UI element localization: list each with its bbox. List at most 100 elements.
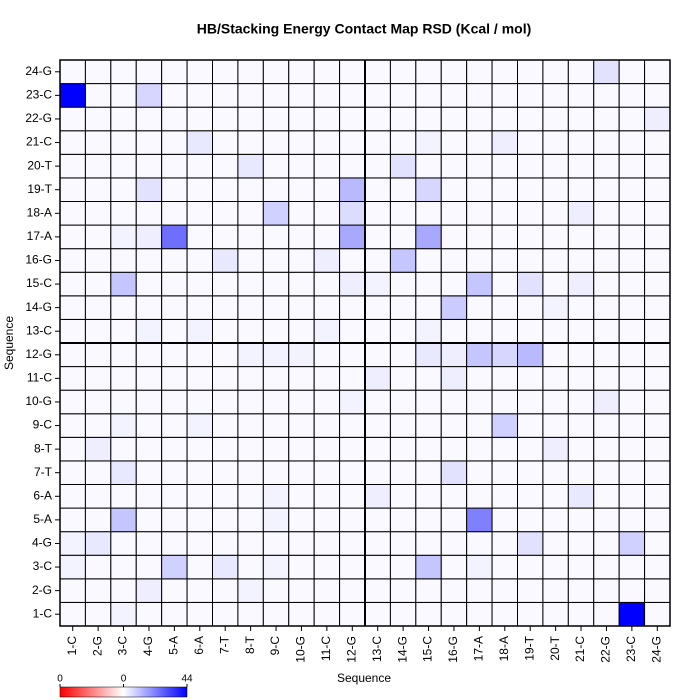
heatmap-cell [593, 389, 620, 415]
heatmap-cell [618, 507, 646, 533]
heatmap-cell [212, 460, 239, 485]
heatmap-cell [542, 554, 569, 580]
heatmap-cell [161, 366, 188, 391]
heatmap-cell [618, 83, 646, 108]
heatmap-cell [517, 342, 544, 368]
y-tick-label: 15-C [26, 276, 52, 290]
x-tick-label: 8-T [243, 635, 257, 654]
heatmap-cell [389, 507, 417, 533]
heatmap-cell [517, 295, 544, 320]
heatmap-cell [517, 531, 544, 556]
heatmap-cell [59, 106, 86, 132]
heatmap-cell [237, 578, 264, 603]
heatmap-cell [313, 271, 341, 297]
heatmap-cell [59, 578, 86, 603]
heatmap-cell [110, 106, 137, 132]
heatmap-cell [288, 59, 315, 85]
heatmap-cell [339, 177, 366, 203]
heatmap-cell [618, 413, 646, 438]
heatmap-cell [364, 59, 391, 85]
heatmap-cell [161, 153, 188, 179]
heatmap-cell [212, 59, 239, 85]
heatmap-cell [212, 389, 239, 415]
heatmap-cell [110, 507, 137, 533]
heatmap-cell [415, 318, 442, 344]
heatmap-cell [262, 578, 290, 603]
heatmap-cell [313, 106, 341, 132]
heatmap-cell [440, 507, 468, 533]
heatmap-cell [313, 366, 341, 391]
heatmap-cell [542, 201, 569, 226]
x-tick-label: 5-A [167, 636, 181, 655]
heatmap-cell [364, 436, 391, 462]
heatmap-cell [389, 531, 417, 556]
heatmap-cell [161, 248, 188, 273]
heatmap-cell [313, 507, 341, 533]
heatmap-cell [364, 484, 391, 509]
heatmap-cell [491, 436, 519, 462]
heatmap-cell [389, 389, 417, 415]
heatmap-cell [466, 153, 493, 179]
heatmap-cell [313, 460, 341, 485]
heatmap-cell [59, 224, 86, 250]
heatmap-cell [212, 318, 239, 344]
heatmap-cell [466, 436, 493, 462]
heatmap-cell [212, 153, 239, 179]
heatmap-cell [186, 554, 213, 580]
heatmap-cell [262, 295, 290, 320]
heatmap-cell [567, 413, 595, 438]
y-tick-label: 6-A [33, 488, 52, 502]
heatmap-cell [135, 578, 163, 603]
heatmap-cell [212, 201, 239, 226]
heatmap-cell [618, 484, 646, 509]
heatmap-cell [364, 153, 391, 179]
heatmap-cell [491, 248, 519, 273]
heatmap-cell [135, 224, 163, 250]
heatmap-cell [415, 130, 442, 155]
heatmap-cell [110, 366, 137, 391]
heatmap-cell [542, 389, 569, 415]
heatmap-cell [440, 224, 468, 250]
heatmap-cell [466, 130, 493, 155]
heatmap-cell [440, 531, 468, 556]
heatmap-cell [135, 106, 163, 132]
heatmap-cell [237, 271, 264, 297]
heatmap-cell [644, 295, 671, 320]
heatmap-cell [618, 153, 646, 179]
heatmap-cell [364, 460, 391, 485]
heatmap-cell [364, 389, 391, 415]
heatmap-cell [517, 201, 544, 226]
heatmap-cell [389, 366, 417, 391]
heatmap-cell [161, 318, 188, 344]
heatmap-cell [567, 106, 595, 132]
x-tick-label: 18-A [497, 636, 511, 661]
heatmap-cell [644, 153, 671, 179]
heatmap-cell [59, 295, 86, 320]
heatmap-cell [237, 177, 264, 203]
heatmap-cell [339, 531, 366, 556]
heatmap-cell [517, 460, 544, 485]
heatmap-cell [313, 248, 341, 273]
heatmap-cell [262, 177, 290, 203]
heatmap-cell [618, 342, 646, 368]
heatmap-cell [313, 484, 341, 509]
heatmap-cell [237, 366, 264, 391]
heatmap-cell [262, 436, 290, 462]
heatmap-cell [466, 342, 493, 368]
heatmap-cell [440, 554, 468, 580]
heatmap-cell [389, 318, 417, 344]
heatmap-cell [440, 83, 468, 108]
heatmap-cell [389, 59, 417, 85]
colorbar [59, 686, 188, 698]
heatmap-cell [542, 295, 569, 320]
heatmap-cell [110, 295, 137, 320]
heatmap-cell [212, 507, 239, 533]
heatmap-cell [466, 59, 493, 85]
heatmap-cell [415, 554, 442, 580]
heatmap-cell [135, 59, 163, 85]
heatmap-cell [135, 366, 163, 391]
heatmap-cell [339, 460, 366, 485]
heatmap-cell [542, 460, 569, 485]
heatmap-cell [161, 130, 188, 155]
y-tick-label: 14-G [25, 300, 52, 314]
